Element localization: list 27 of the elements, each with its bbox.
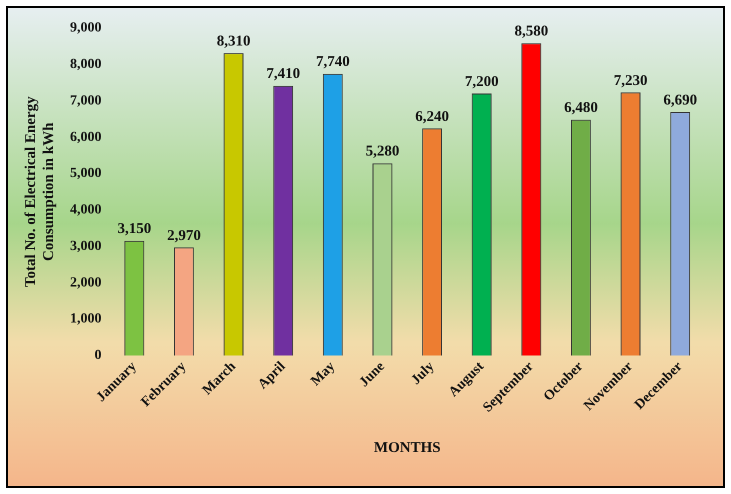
data-label: 7,410 — [266, 66, 300, 82]
data-label: 5,280 — [366, 144, 400, 160]
y-tick-label: 2,000 — [70, 275, 102, 290]
data-label: 2,970 — [167, 228, 201, 244]
y-tick-label: 7,000 — [70, 93, 102, 108]
y-tick-label: 9,000 — [70, 20, 102, 36]
data-label: 7,230 — [614, 72, 648, 89]
y-tick-label: 3,000 — [70, 238, 102, 254]
x-axis-title: MONTHS — [374, 440, 441, 456]
data-label: 3,150 — [117, 221, 152, 238]
y-tick-label: 6,000 — [70, 130, 102, 145]
data-label: 6,240 — [415, 108, 449, 125]
y-tick-label: 4,000 — [70, 202, 102, 218]
y-tick-label: 0 — [94, 348, 102, 364]
x-tick-label: June — [356, 359, 388, 390]
y-tick-label: 8,000 — [70, 56, 102, 72]
data-label: 8,310 — [216, 33, 250, 50]
data-label: 7,200 — [464, 74, 499, 90]
data-label: 8,580 — [514, 24, 548, 40]
data-label: 6,480 — [564, 100, 598, 116]
y-axis-title: Total No. of Electrical Energy Consumption in kWh — [22, 96, 57, 288]
y-tick-label: 5,000 — [70, 166, 102, 182]
data-label: 7,740 — [316, 54, 350, 70]
y-tick-label: 1,000 — [70, 312, 102, 327]
data-label: 6,690 — [663, 92, 698, 108]
x-tick-label: July — [408, 359, 438, 388]
x-tick-label: May — [308, 359, 338, 390]
